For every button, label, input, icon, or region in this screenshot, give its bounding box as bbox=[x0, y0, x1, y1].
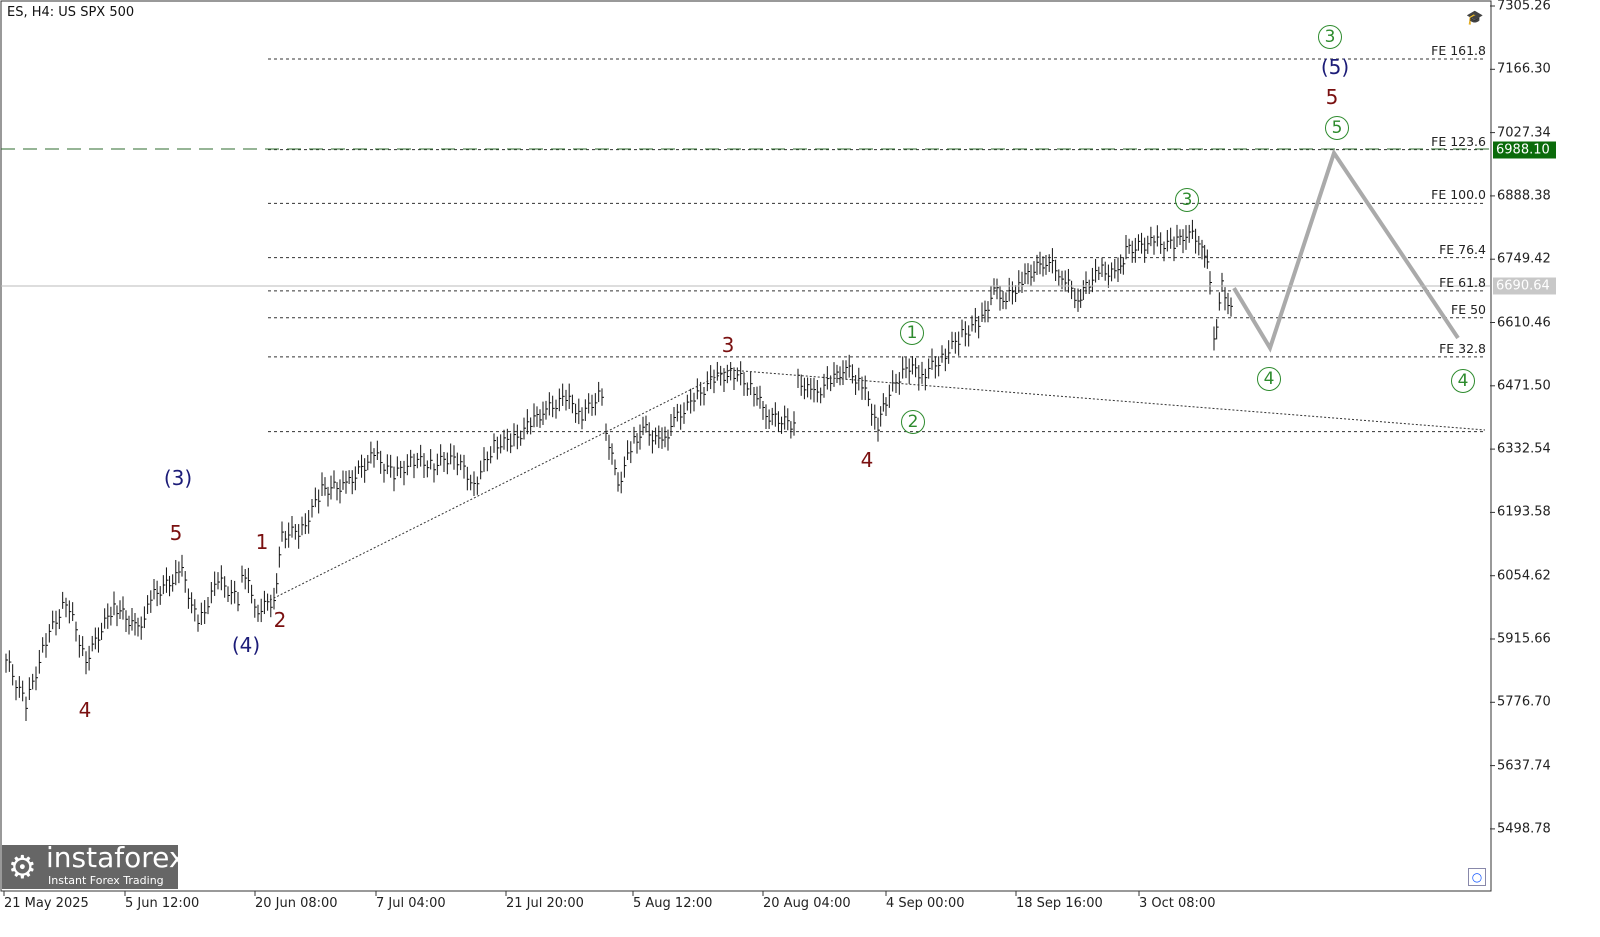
fib-level-label: FE 50 bbox=[1451, 301, 1486, 317]
wave-label: (4) bbox=[231, 633, 261, 657]
time-tick-label: 20 Aug 04:00 bbox=[763, 896, 851, 911]
wave-label-circled: 3 bbox=[1318, 25, 1342, 49]
wave-label: 5 bbox=[1325, 85, 1339, 109]
fib-level-label: FE 100.0 bbox=[1431, 187, 1486, 203]
projection-path bbox=[1232, 148, 1460, 353]
autoscroll-icon[interactable]: ○ bbox=[1468, 868, 1486, 886]
logo-name: instaforex bbox=[46, 841, 186, 874]
wave-label-circled: 5 bbox=[1325, 116, 1349, 140]
logo-tagline: Instant Forex Trading bbox=[48, 874, 164, 887]
price-tick-label: 7027.34 bbox=[1497, 125, 1551, 141]
wave-label: 4 bbox=[860, 448, 874, 472]
price-tick-label: 5776.70 bbox=[1497, 694, 1551, 710]
time-tick-label: 21 Jul 20:00 bbox=[506, 896, 584, 911]
gear-icon: ⚙ bbox=[8, 848, 37, 886]
current-price-tag: 6690.64 bbox=[1493, 277, 1556, 295]
price-tick-label: 5915.66 bbox=[1497, 631, 1551, 647]
wave-label-circled: 2 bbox=[901, 410, 925, 434]
wave-label: 3 bbox=[721, 333, 735, 357]
wave-label-circled: 4 bbox=[1257, 367, 1281, 391]
price-tick-label: 6471.50 bbox=[1497, 378, 1551, 394]
price-tick-label: 6332.54 bbox=[1497, 441, 1551, 457]
price-tick-label: 5498.78 bbox=[1497, 821, 1551, 837]
price-tick-label: 7166.30 bbox=[1497, 61, 1551, 77]
price-tick-label: 7305.26 bbox=[1497, 0, 1551, 14]
wave-label: 2 bbox=[273, 608, 287, 632]
target-price-tag: 6988.10 bbox=[1493, 141, 1556, 159]
time-tick-label: 7 Jul 04:00 bbox=[376, 896, 446, 911]
chart-title: ES, H4: US SPX 500 bbox=[7, 5, 135, 20]
wave-label-circled: 1 bbox=[900, 321, 924, 345]
fib-level-label: FE 76.4 bbox=[1439, 241, 1486, 257]
fib-level-label: FE 61.8 bbox=[1439, 274, 1486, 290]
price-tick-label: 6888.38 bbox=[1497, 188, 1551, 204]
fib-level-label: FE 123.6 bbox=[1431, 133, 1486, 149]
fib-level-label: FE 32.8 bbox=[1439, 340, 1486, 356]
time-tick-label: 3 Oct 08:00 bbox=[1139, 896, 1216, 911]
wave-label-circled: 3 bbox=[1175, 188, 1199, 212]
price-tick-label: 6749.42 bbox=[1497, 251, 1551, 267]
trend-line bbox=[269, 369, 731, 601]
wave-label: (3) bbox=[163, 466, 193, 490]
time-tick-label: 20 Jun 08:00 bbox=[255, 896, 338, 911]
price-tick-label: 6610.46 bbox=[1497, 315, 1551, 330]
time-tick-label: 18 Sep 16:00 bbox=[1016, 896, 1103, 911]
fib-level-label: FE 161.8 bbox=[1431, 42, 1486, 58]
wave-label: (5) bbox=[1320, 55, 1350, 79]
wave-label: 4 bbox=[78, 698, 92, 722]
time-tick-label: 5 Aug 12:00 bbox=[633, 896, 713, 911]
time-tick-label: 21 May 2025 bbox=[4, 896, 89, 911]
wave-label-circled: 4 bbox=[1451, 369, 1475, 393]
wave-label: 1 bbox=[255, 530, 269, 554]
trend-line bbox=[729, 369, 1486, 431]
price-tick-label: 6193.58 bbox=[1497, 504, 1551, 520]
price-tick-label: 5637.74 bbox=[1497, 758, 1551, 774]
trading-signals-icon[interactable]: 🎓 bbox=[1466, 10, 1484, 26]
wave-label: 5 bbox=[169, 521, 183, 545]
time-tick-label: 5 Jun 12:00 bbox=[125, 896, 200, 911]
price-tick-label: 6054.62 bbox=[1497, 568, 1551, 584]
time-tick-label: 4 Sep 00:00 bbox=[886, 896, 965, 911]
instaforex-logo: ⚙ instaforex Instant Forex Trading bbox=[2, 843, 185, 889]
plot-frame bbox=[0, 0, 1492, 892]
